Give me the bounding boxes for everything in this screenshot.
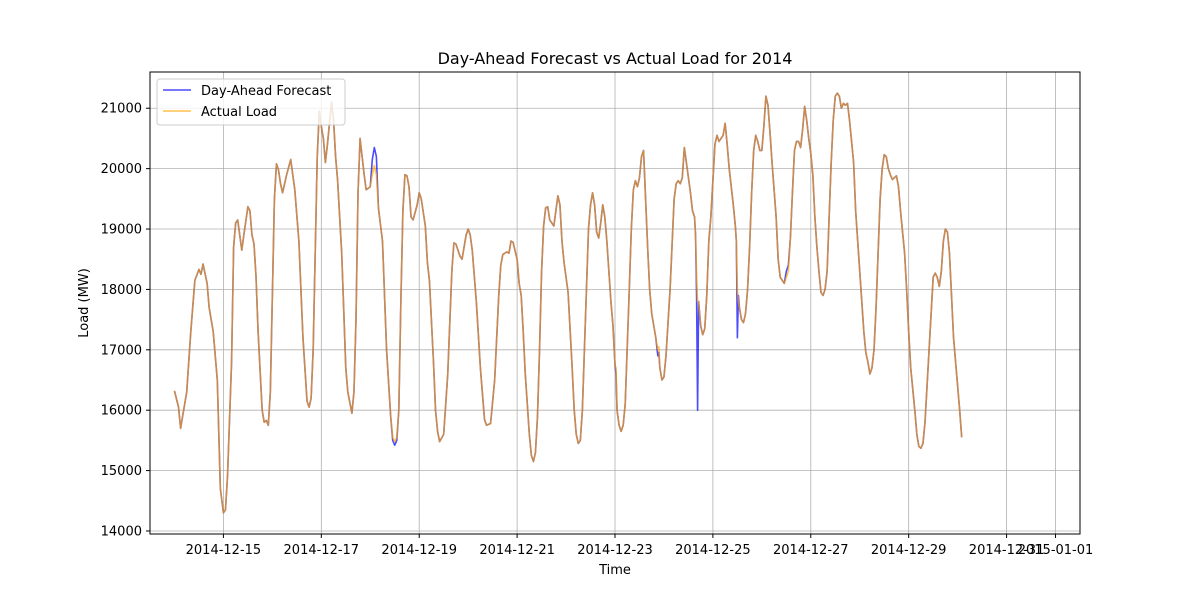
y-tick-label: 17000 xyxy=(101,343,142,358)
x-tick-label: 2014-12-27 xyxy=(773,543,849,558)
y-tick-label: 14000 xyxy=(101,524,142,539)
y-tick-label: 16000 xyxy=(101,404,142,419)
legend-label-actual: Actual Load xyxy=(201,105,277,120)
x-axis: 2014-12-15 2014-12-17 2014-12-19 2014-12-21… xyxy=(186,534,1094,558)
y-tick-label: 21000 xyxy=(101,102,142,117)
x-tick-label: 2014-12-23 xyxy=(577,543,653,558)
x-tick-label: 2014-12-15 xyxy=(186,543,262,558)
x-tick-label: 2014-12-17 xyxy=(284,543,360,558)
x-tick-label: 2014-12-21 xyxy=(479,543,555,558)
y-tick-label: 19000 xyxy=(101,223,142,238)
y-tick-label: 15000 xyxy=(101,464,142,479)
legend-label-forecast: Day-Ahead Forecast xyxy=(201,84,331,99)
x-tick-label: 2014-12-19 xyxy=(381,543,457,558)
y-tick-label: 18000 xyxy=(101,283,142,298)
legend-frame xyxy=(156,78,346,126)
x-tick-label: 2014-12-31 xyxy=(969,543,1045,558)
x-tick-label: 2014-12-29 xyxy=(871,543,947,558)
x-axis-label: Time xyxy=(598,563,631,578)
x-tick-label: 2014-12-25 xyxy=(675,543,751,558)
y-axis-label: Load (MW) xyxy=(77,268,92,338)
x-tick-label: 2015-01-01 xyxy=(1018,543,1094,558)
legend: Day-Ahead Forecast Actual Load xyxy=(156,78,346,126)
chart-title: Day-Ahead Forecast vs Actual Load for 20… xyxy=(438,49,793,68)
y-axis: 14000 15000 16000 17000 18000 19000 20000 21000 xyxy=(101,102,150,539)
y-tick-label: 20000 xyxy=(101,162,142,177)
